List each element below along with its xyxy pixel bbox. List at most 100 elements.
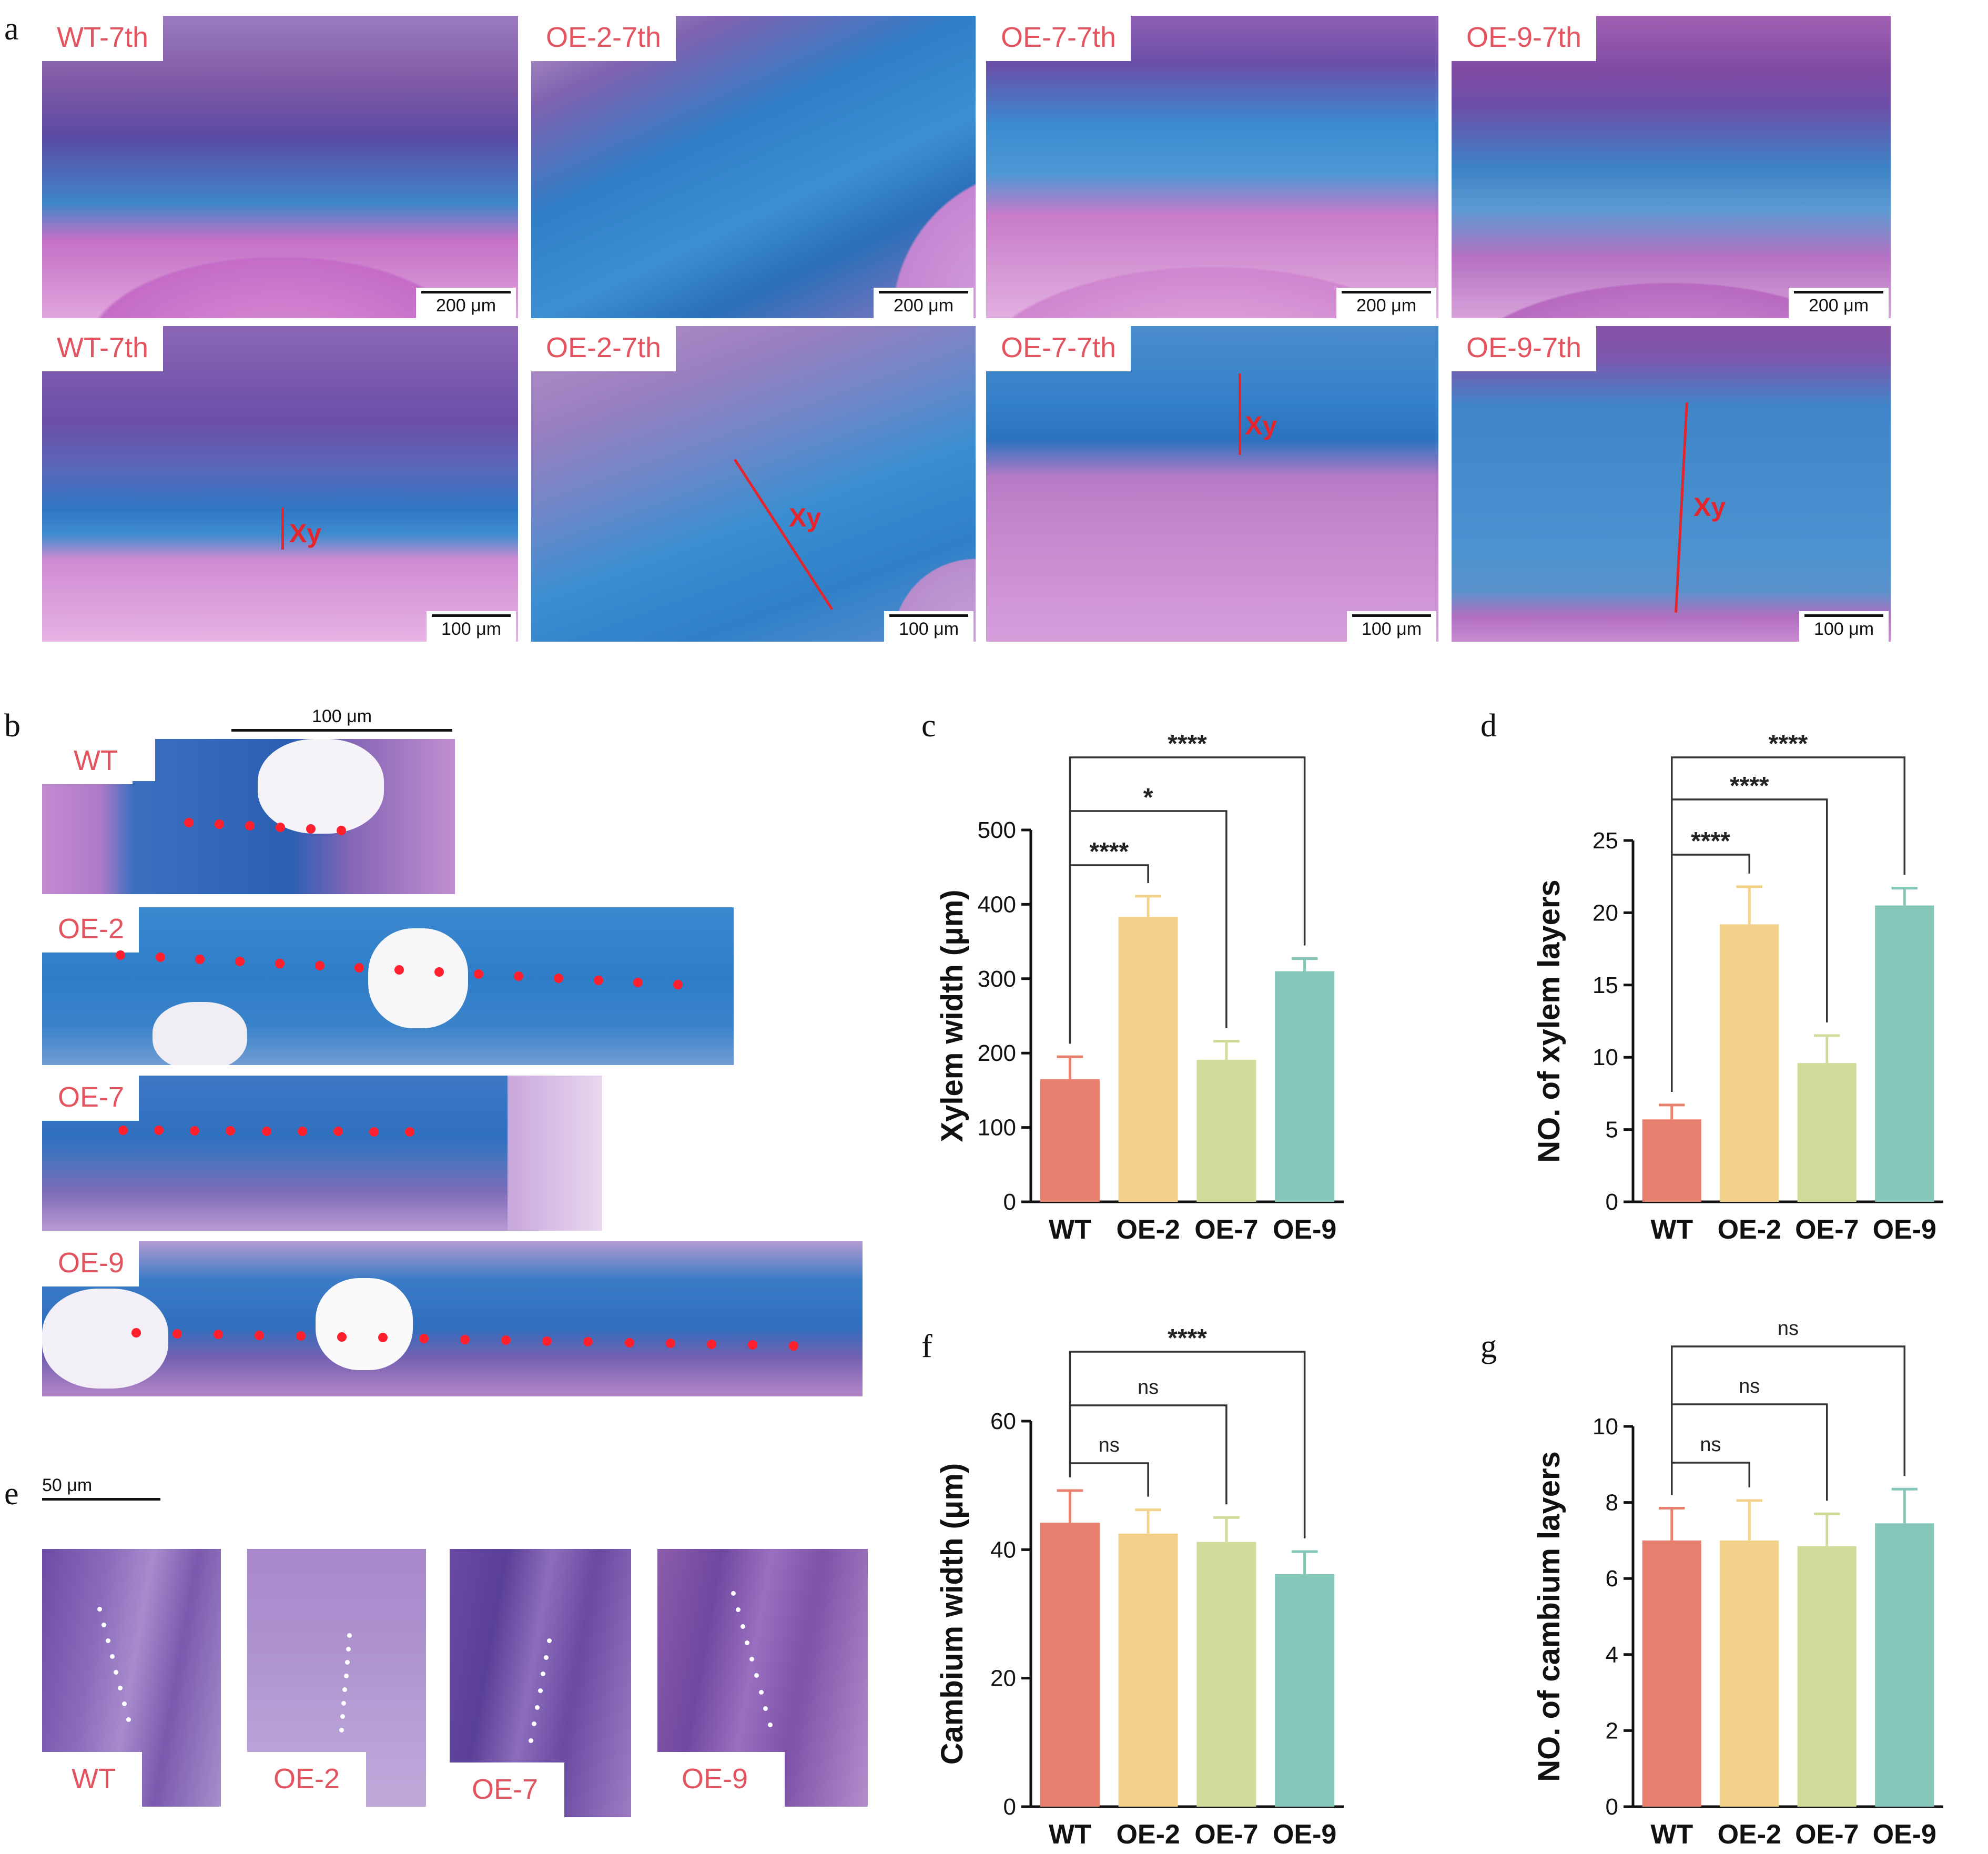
bar-WT [1642, 1119, 1701, 1202]
strip-b-oe2: OE-2 [42, 907, 734, 1065]
micrograph-a-top-wt: WT-7th 200 μm [42, 16, 518, 318]
chart-d: 0 5 10 15 20 25 NO. of xylem layers WT OE-2 OE-7 O… [1452, 715, 1977, 1286]
micrograph-label: OE-9-7th [1452, 16, 1596, 61]
cell-marker-dot [215, 819, 224, 829]
cell-marker-dot [763, 1706, 768, 1711]
cell-marker-dot [344, 1674, 349, 1678]
cell-marker-dot [748, 1340, 757, 1350]
bar-OE-9 [1275, 971, 1334, 1202]
significance-label: **** [1168, 1324, 1207, 1352]
category-label: WT [1049, 1214, 1091, 1245]
micrograph-a-bottom-oe7: OE-7-7th Xy 100 μm [986, 326, 1438, 642]
xylem-measure-line [734, 459, 833, 610]
cell-marker-dot [741, 1624, 745, 1629]
cell-marker-dot [542, 1336, 552, 1346]
y-tick-label: 4 [1606, 1642, 1618, 1668]
bar-OE-7 [1196, 1060, 1256, 1202]
xylem-marker: Xy [1693, 492, 1726, 522]
xylem-measure-line [1239, 373, 1241, 455]
cell-marker-dot [594, 976, 603, 985]
micrograph-label: OE-2-7th [531, 326, 676, 371]
cell-marker-dot [184, 818, 194, 827]
cell-marker-dot [235, 957, 245, 966]
y-tick-label: 0 [1606, 1794, 1618, 1820]
category-label: OE-2 [1116, 1214, 1180, 1245]
cell-marker-dot [315, 961, 324, 970]
micrograph-e-oe2: OE-2 [247, 1549, 426, 1807]
category-label: OE-9 [1873, 1214, 1936, 1245]
micrograph-a-bottom-oe2: OE-2-7th Xy 100 μm [531, 326, 976, 642]
cell-marker-dot [501, 1335, 511, 1345]
significance-label: ns [1739, 1375, 1760, 1397]
cell-marker-dot [541, 1671, 545, 1676]
cell-marker-dot [102, 1623, 106, 1627]
cell-marker-dot [419, 1334, 429, 1343]
y-tick-label: 500 [978, 817, 1016, 843]
micrograph-label: OE-9 [657, 1752, 785, 1807]
y-axis-label: NO. of cambium layers [1532, 1451, 1566, 1782]
cell-marker-dot [337, 826, 346, 835]
micrograph-a-top-oe9: OE-9-7th 200 μm [1452, 16, 1891, 318]
significance-label: **** [1691, 827, 1730, 855]
strip-label: OE-2 [42, 907, 139, 953]
micrograph-label: OE-2-7th [531, 16, 676, 61]
bar-OE-2 [1119, 917, 1178, 1202]
cell-marker-dot [156, 953, 165, 962]
cell-marker-dot [276, 823, 285, 832]
micrograph-label: WT [42, 1752, 142, 1807]
micrograph-a-bottom-oe9: OE-9-7th Xy 100 μm [1452, 326, 1891, 642]
cell-marker-dot [633, 978, 643, 987]
y-tick-label: 20 [1593, 900, 1618, 926]
cell-marker-dot [354, 963, 364, 972]
micrograph-label: OE-7-7th [986, 326, 1131, 371]
cell-marker-dot [114, 1670, 118, 1675]
significance-label: * [1143, 784, 1153, 812]
category-label: OE-9 [1273, 1819, 1336, 1846]
cell-marker-dot [214, 1330, 223, 1339]
significance-bracket [1672, 1463, 1750, 1495]
cell-marker-dot [116, 950, 125, 960]
category-label: OE-2 [1116, 1819, 1180, 1846]
y-tick-label: 400 [978, 891, 1016, 917]
y-axis-label: Xylem width (μm) [935, 889, 969, 1142]
xylem-measure-line [281, 508, 284, 550]
significance-label: **** [1168, 730, 1207, 758]
cell-marker-dot [405, 1127, 414, 1137]
xylem-marker: Xy [1245, 410, 1277, 441]
significance-label: **** [1769, 730, 1808, 758]
bar-OE-7 [1798, 1546, 1857, 1807]
bar-OE-2 [1720, 1541, 1779, 1807]
y-tick-label: 40 [990, 1537, 1016, 1563]
significance-label: ns [1099, 1434, 1120, 1456]
cell-marker-dot [529, 1738, 533, 1743]
cell-marker-dot [583, 1337, 593, 1346]
category-label: WT [1650, 1819, 1693, 1846]
strip-b-wt: WT [42, 739, 455, 894]
cell-marker-dot [394, 965, 404, 975]
xylem-measure-line [1675, 402, 1688, 613]
strip-label: OE-7 [42, 1076, 139, 1121]
cell-marker-dot [347, 1633, 352, 1638]
strip-label: OE-9 [42, 1241, 139, 1286]
y-tick-label: 8 [1606, 1490, 1618, 1516]
cell-marker-dot [340, 1714, 345, 1719]
scale-bar: 100 μm [1347, 611, 1436, 642]
significance-label: **** [1730, 772, 1769, 800]
micrograph-a-top-oe7: OE-7-7th 200 μm [986, 16, 1438, 318]
cell-marker-dot [789, 1341, 798, 1351]
scale-bar: 200 μm [416, 288, 516, 318]
y-tick-label: 25 [1593, 828, 1618, 854]
chart-c: 0 100 200 300 400 500 Xylem width (μm) WT OE-2 OE… [926, 715, 1357, 1286]
micrograph-e-wt: WT [42, 1549, 221, 1807]
significance-label: **** [1089, 838, 1129, 866]
category-label: OE-7 [1795, 1214, 1859, 1245]
micrograph-e-oe9: OE-9 [657, 1549, 868, 1807]
cell-marker-dot [245, 821, 255, 830]
micrograph-a-top-oe2: OE-2-7th 200 μm [531, 16, 976, 318]
y-tick-label: 10 [1593, 1045, 1618, 1070]
category-label: WT [1049, 1819, 1091, 1846]
y-axis-label: Cambium width (μm) [935, 1463, 969, 1765]
significance-bracket [1672, 757, 1905, 1092]
cell-marker-dot [754, 1673, 759, 1678]
y-tick-label: 60 [990, 1409, 1016, 1434]
